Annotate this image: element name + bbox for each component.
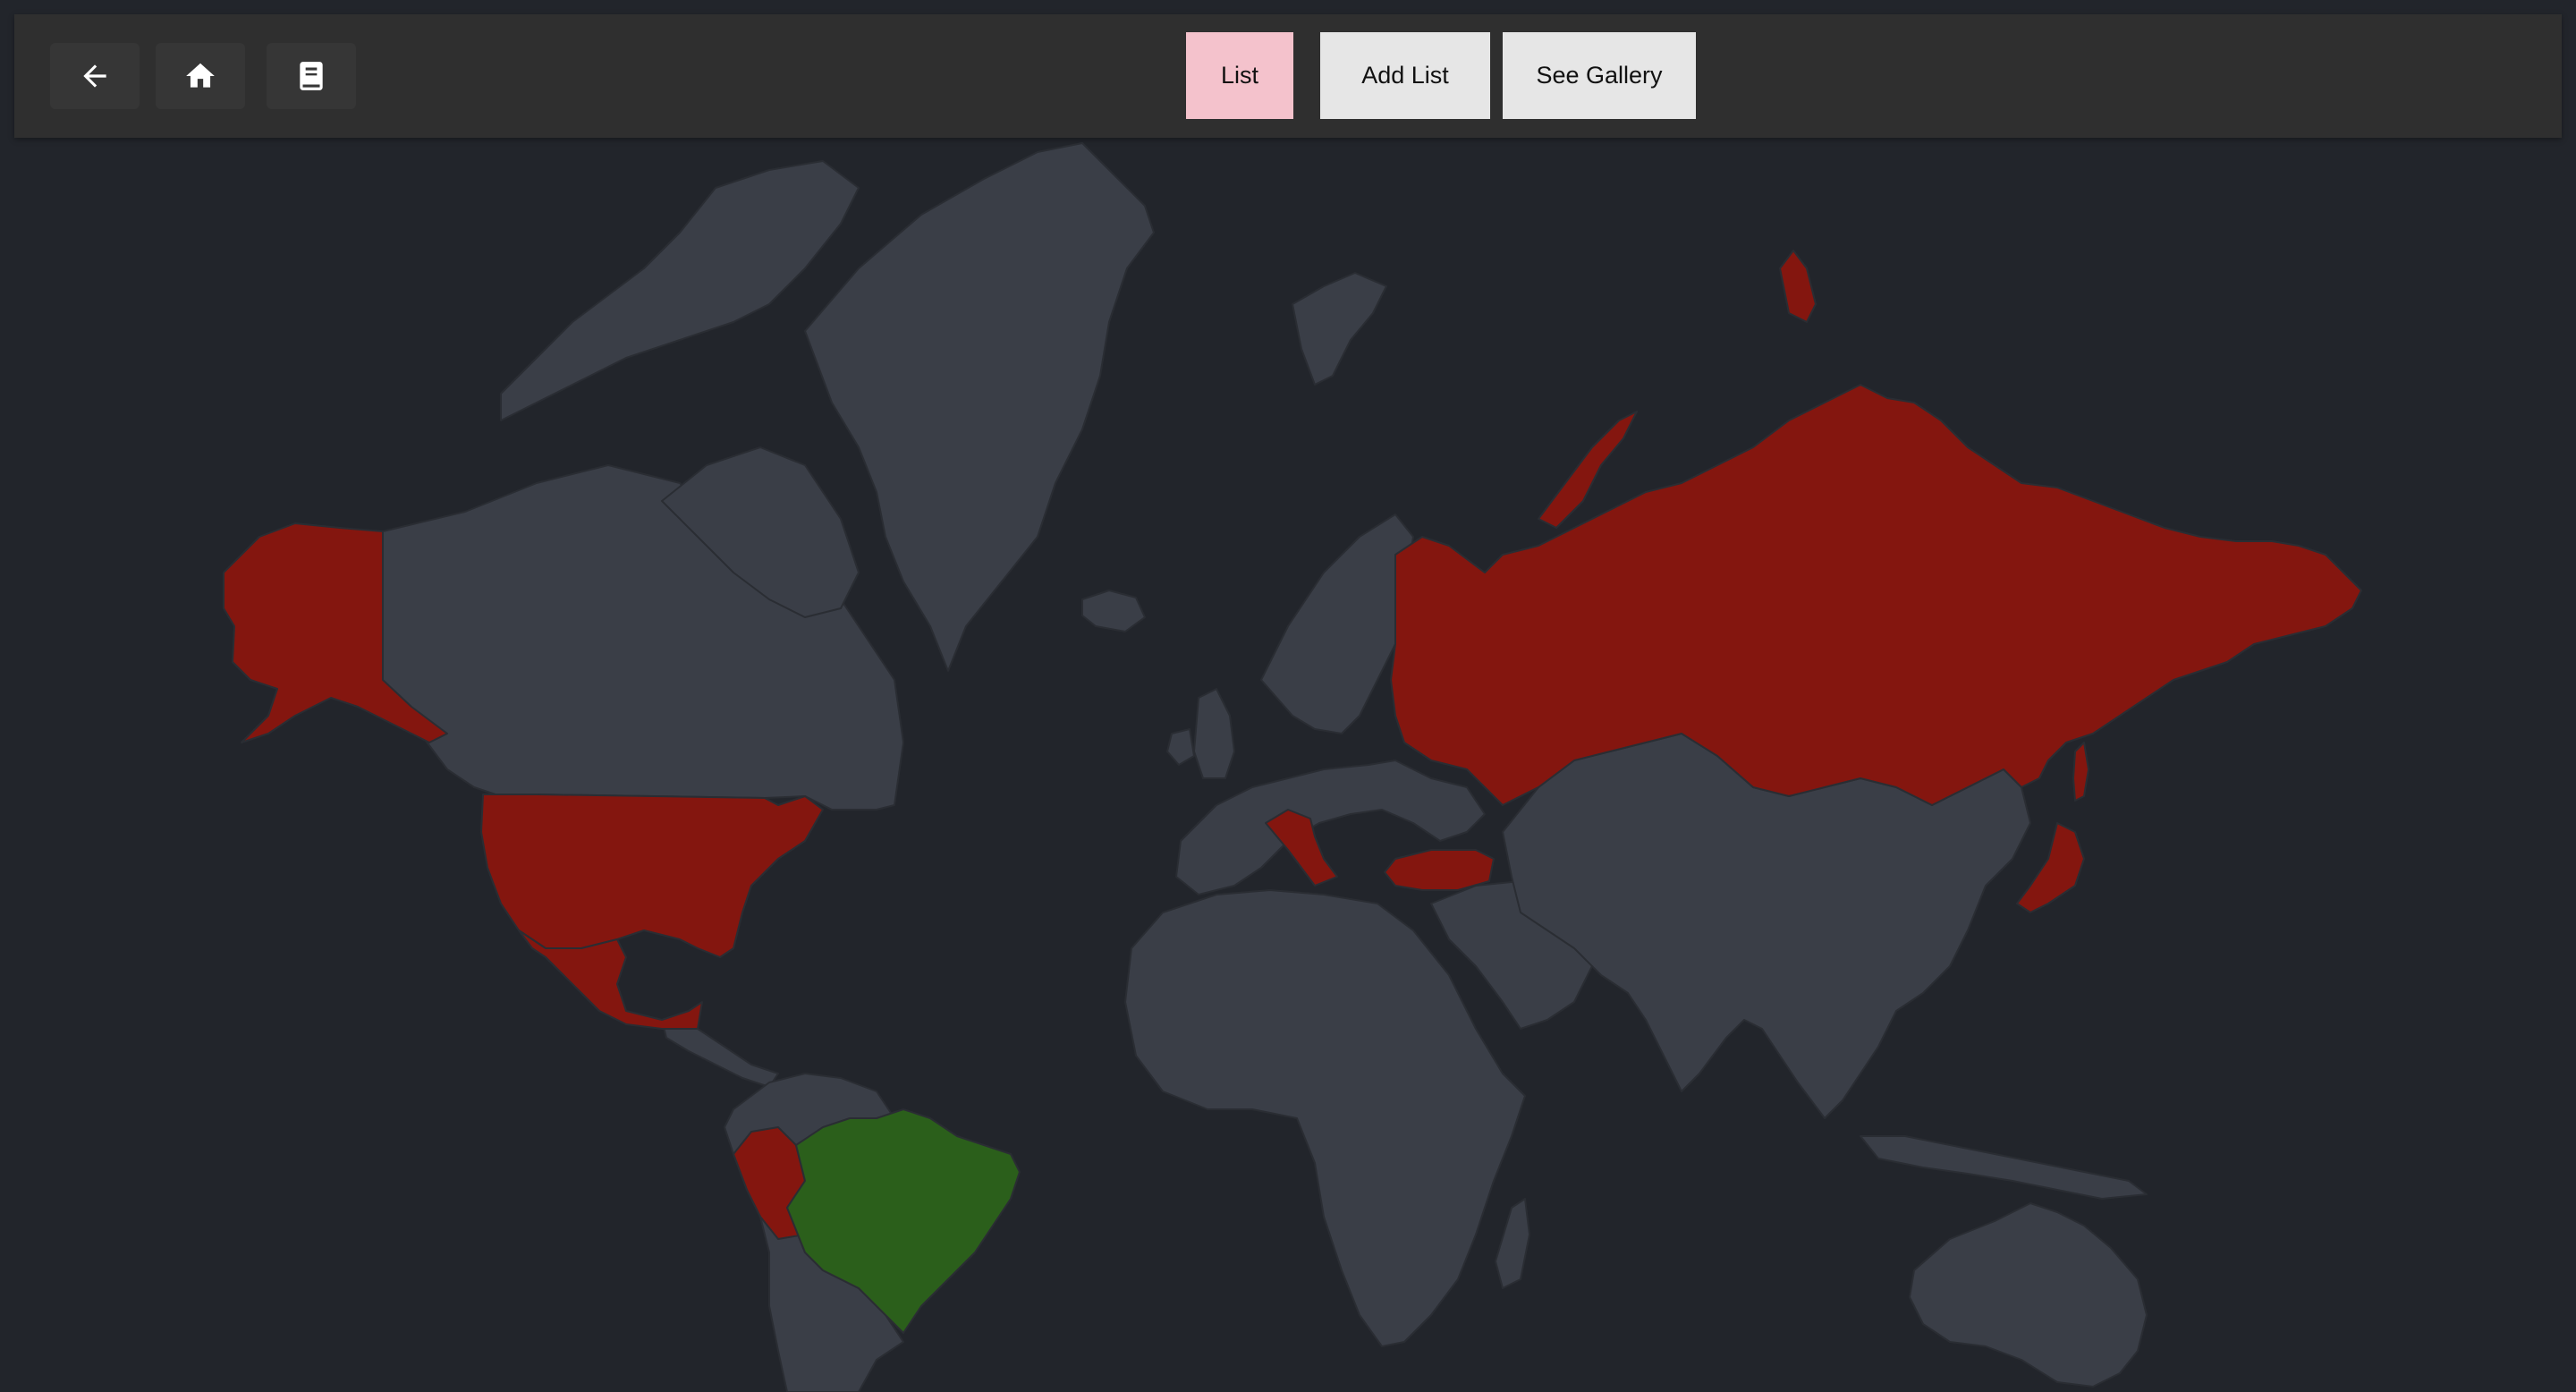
country-turkey[interactable] — [1384, 849, 1495, 891]
default-land-group — [382, 142, 2148, 1392]
country-iceland[interactable] — [1081, 590, 1146, 632]
country-russia-sakhalin[interactable] — [2072, 742, 2089, 802]
country-united-kingdom[interactable] — [1193, 688, 1235, 779]
region-africa[interactable] — [1124, 889, 1526, 1347]
country-canada-baffin[interactable] — [661, 446, 860, 618]
country-greenland[interactable] — [804, 142, 1155, 672]
book-button[interactable] — [267, 43, 356, 109]
see-gallery-button[interactable]: See Gallery — [1503, 32, 1696, 119]
world-map[interactable] — [0, 138, 2576, 1392]
green-highlight-group — [786, 1108, 1021, 1334]
country-madagascar[interactable] — [1495, 1198, 1530, 1289]
country-scandinavia[interactable] — [1260, 514, 1414, 734]
region-europe[interactable] — [1175, 760, 1486, 895]
country-ireland[interactable] — [1166, 728, 1195, 766]
country-mexico[interactable] — [518, 929, 703, 1030]
country-russia-novaya-zemlya[interactable] — [1538, 411, 1638, 529]
country-canada-arctic-islands[interactable] — [500, 160, 860, 421]
country-united-states[interactable] — [480, 794, 824, 958]
country-svalbard[interactable] — [1292, 272, 1387, 386]
country-brazil[interactable] — [786, 1108, 1021, 1334]
top-toolbar: List Add List See Gallery — [14, 14, 2562, 138]
country-united-states-alaska[interactable] — [223, 522, 448, 743]
back-button[interactable] — [50, 43, 140, 109]
country-russia[interactable] — [1390, 384, 2362, 806]
add-list-button[interactable]: Add List — [1320, 32, 1490, 119]
list-button[interactable]: List — [1186, 32, 1293, 119]
book-icon — [300, 62, 323, 90]
country-australia[interactable] — [1909, 1202, 2148, 1388]
home-button[interactable] — [156, 43, 245, 109]
region-central-america[interactable] — [661, 1019, 779, 1088]
region-southeast-asia-islands[interactable] — [1860, 1135, 2148, 1200]
country-russia-franz-josef[interactable] — [1779, 250, 1817, 323]
red-highlight-group — [223, 250, 2362, 1240]
country-japan[interactable] — [2016, 822, 2085, 913]
country-italy[interactable] — [1265, 809, 1338, 887]
home-icon — [186, 63, 215, 88]
back-arrow-icon — [83, 64, 106, 88]
